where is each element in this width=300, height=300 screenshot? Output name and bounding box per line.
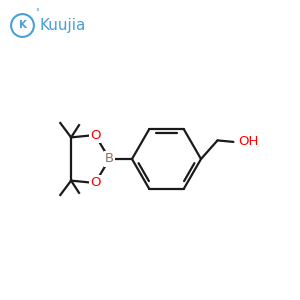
Text: °: ° bbox=[35, 8, 39, 17]
Text: O: O bbox=[90, 176, 101, 190]
Text: B: B bbox=[105, 152, 114, 166]
Text: K: K bbox=[19, 20, 26, 31]
Text: O: O bbox=[90, 128, 101, 142]
Text: OH: OH bbox=[238, 135, 258, 148]
Text: Kuujia: Kuujia bbox=[40, 18, 86, 33]
